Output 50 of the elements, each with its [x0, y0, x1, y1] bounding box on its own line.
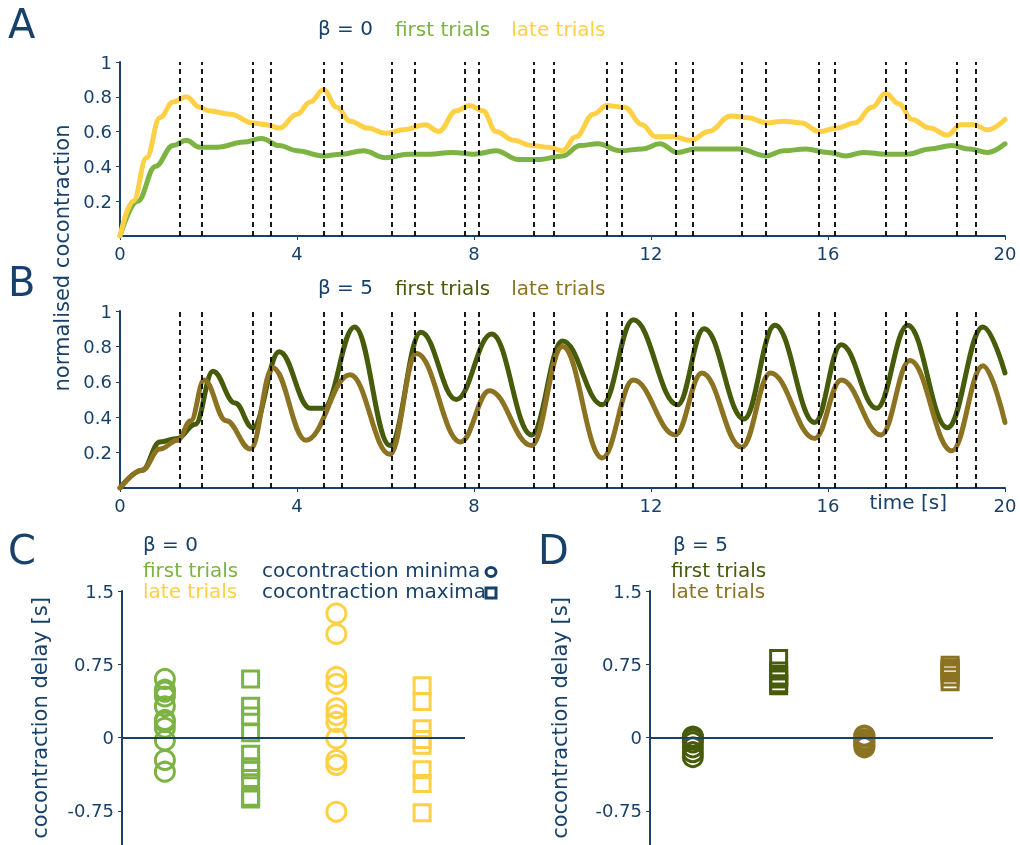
text: B: [8, 259, 36, 305]
x-tick-label: 16: [816, 494, 840, 516]
y-axis-title: cocontraction delay [s]: [27, 597, 52, 839]
x-axis-title: time [s]: [869, 490, 947, 514]
y-tick-label: 0.75: [73, 653, 114, 675]
text: first trials: [671, 558, 767, 582]
y-tick-label: 0.2: [83, 442, 112, 464]
y-tick-label: -0.75: [67, 800, 114, 822]
y-tick-label: 0.4: [83, 406, 112, 428]
y-tick-label: 1.5: [613, 580, 642, 602]
text: late trials: [511, 275, 606, 300]
chart-title: β = 0: [318, 16, 373, 40]
y-tick-label: 1.5: [85, 580, 114, 602]
y-tick-label: 0.6: [83, 371, 112, 393]
x-tick-label: 8: [468, 494, 480, 516]
annotation: late trials: [143, 579, 238, 603]
text: first trials: [395, 16, 491, 41]
series-label: first trials: [395, 275, 491, 300]
text: D: [538, 527, 569, 573]
y-tick-label: 0: [630, 727, 642, 749]
text: cocontraction minima: [262, 558, 481, 582]
y-tick-label: 0.8: [83, 86, 112, 108]
x-tick-label: 4: [291, 242, 303, 264]
y-tick-label: 1: [100, 51, 112, 73]
y-tick-label: -0.75: [595, 800, 642, 822]
x-tick-label: 12: [639, 494, 663, 516]
chart-title: β = 5: [318, 275, 373, 299]
y-tick-label: 0.75: [601, 653, 642, 675]
x-tick-label: 20: [993, 494, 1017, 516]
x-tick-label: 4: [291, 494, 303, 516]
annotation: cocontraction maxima: [262, 579, 486, 603]
text: late trials: [511, 16, 606, 41]
chart-title: β = 0: [143, 532, 198, 556]
chart-title: β = 5: [673, 532, 728, 556]
y-tick-label: 0.8: [83, 335, 112, 357]
y-tick-label: 0: [102, 727, 114, 749]
x-tick-label: 12: [639, 242, 663, 264]
x-tick-label: 16: [816, 242, 840, 264]
y-tick-label: 0.4: [83, 155, 112, 177]
text: A: [8, 1, 36, 47]
y-axis-title: normalised cocontraction: [50, 124, 74, 392]
y-tick-label: 1: [100, 300, 112, 322]
x-tick-label: 8: [468, 242, 480, 264]
y-tick-label: 0.2: [83, 190, 112, 212]
text: first trials: [143, 558, 239, 582]
annotation: late trials: [671, 579, 766, 603]
y-tick-label: 0.6: [83, 121, 112, 143]
y-axis-title: cocontraction delay [s]: [547, 597, 572, 839]
text: C: [8, 527, 36, 573]
x-tick-label: 20: [993, 242, 1017, 264]
